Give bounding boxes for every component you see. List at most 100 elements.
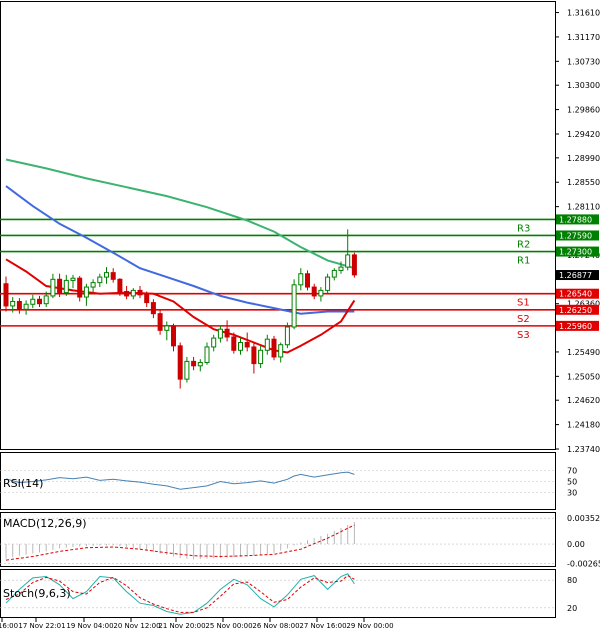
candle-body [43, 295, 49, 305]
stoch-panel-frame [0, 569, 556, 618]
candle-body [130, 289, 136, 297]
level-price-label-r2: 1.27590 [559, 231, 592, 240]
candle-body [77, 277, 83, 298]
candle-body [251, 346, 257, 365]
current-price-marker: 1.26877 [556, 270, 599, 281]
candle-body [305, 273, 310, 288]
candle-body [197, 361, 203, 367]
stoch-level-label: 20 [567, 604, 577, 613]
candle-body [224, 328, 230, 338]
candle-body [238, 342, 243, 351]
time-tick-label: 20 Nov 12:00 [113, 622, 160, 630]
rsi-level-label: 30 [567, 489, 577, 498]
level-price-label-r1: 1.27300 [559, 248, 592, 257]
level-price-box-r3 [556, 214, 599, 225]
candle-body [318, 289, 324, 297]
macd-panel-frame [0, 512, 556, 567]
price-tick-label: 1.28550 [567, 178, 600, 187]
candle-body [37, 298, 42, 305]
candle-body [191, 360, 197, 367]
candle-body [291, 284, 297, 328]
level-price-box-r1 [556, 246, 599, 257]
macd-signal-line [5, 524, 355, 561]
candle-body [231, 336, 237, 351]
candle-body [311, 286, 317, 297]
candle-body [30, 298, 36, 305]
level-price-label-s1: 1.26540 [559, 290, 592, 299]
candle-body [164, 325, 170, 331]
candle-body [90, 282, 96, 288]
time-tick-label: 25 Nov 00:00 [205, 622, 252, 630]
candle-body [264, 338, 270, 351]
candle-body [3, 283, 9, 307]
moving-average-line-1 [5, 158, 355, 270]
candle-body [23, 303, 29, 310]
candle-body [177, 345, 183, 380]
current-price-label: 1.26877 [559, 271, 592, 280]
candle-body [57, 278, 63, 294]
macd-level-label: 0.00 [567, 540, 585, 549]
macd-level-label: 0.003529 [567, 514, 600, 523]
time-tick-label: 27 Nov 16:00 [299, 622, 346, 630]
level-price-label-r3: 1.27880 [559, 215, 592, 224]
level-price-box-s2 [556, 304, 599, 315]
candle-body [338, 266, 344, 271]
level-label-s2: S2 [517, 314, 530, 325]
price-tick-label: 1.25490 [567, 348, 600, 357]
level-label-r1: R1 [517, 256, 530, 267]
price-tick-label: 1.31610 [567, 9, 600, 18]
rsi-line [5, 471, 355, 490]
stochastic-panel: 80 20 [0, 573, 577, 615]
level-price-label-s3: 1.25960 [559, 322, 592, 331]
time-tick-label: 16:00 [0, 622, 18, 630]
candle-body [124, 290, 130, 297]
candle-body [83, 286, 89, 298]
level-price-box-s1 [556, 288, 599, 299]
candle-body [278, 344, 284, 358]
rsi-level-label: 50 [567, 478, 577, 487]
rsi-title: RSI(14) [3, 477, 43, 490]
price-tick-label: 1.29420 [567, 130, 600, 139]
time-tick-label: 19 Nov 04:00 [66, 622, 113, 630]
candle-body [351, 254, 357, 276]
level-price-box-s3 [556, 320, 599, 331]
stoch-level-label: 80 [567, 576, 577, 585]
price-tick-label: 1.31170 [567, 33, 600, 42]
rsi-panel: 70 50 30 [0, 467, 577, 498]
candle-body [110, 272, 116, 280]
price-tick-label: 1.28990 [567, 154, 600, 163]
level-label-s1: S1 [517, 298, 530, 309]
candle-body [244, 342, 250, 348]
price-tick-label: 1.24180 [567, 421, 600, 430]
price-tick-label: 1.29860 [567, 106, 600, 115]
candle-body [157, 313, 163, 331]
level-price-box-r2 [556, 230, 599, 241]
rsi-level-label: 70 [567, 467, 577, 476]
macd-panel: 0.003529 0.00 -0.002654 [0, 514, 600, 568]
candle-body [184, 360, 190, 380]
candle-body [171, 325, 176, 347]
price-tick-label: 1.25050 [567, 372, 600, 381]
level-label-r3: R3 [517, 223, 530, 234]
candle-body [298, 273, 304, 286]
price-tick-label: 1.30730 [567, 57, 600, 66]
candle-body [10, 300, 16, 307]
level-label-r2: R2 [517, 239, 530, 250]
candle-body [16, 300, 22, 310]
candlesticks [3, 229, 357, 389]
candle-body [104, 272, 109, 278]
candle-body [63, 279, 69, 294]
candle-body [97, 276, 103, 284]
candle-body [271, 338, 277, 358]
time-tick-label: 17 Nov 22:01 [18, 622, 65, 630]
time-axis: 16:00 17 Nov 22:01 19 Nov 04:00 20 Nov 12:0… [0, 618, 394, 630]
candle-body [137, 289, 143, 296]
candle-body [204, 346, 210, 363]
candle-body [211, 337, 217, 348]
price-tick-label: 1.28110 [567, 203, 600, 212]
candle-body [217, 328, 223, 339]
price-tick-label: 1.30300 [567, 81, 600, 90]
time-tick-label: 21 Nov 20:00 [158, 622, 205, 630]
time-tick-label: 26 Nov 08:00 [252, 622, 299, 630]
